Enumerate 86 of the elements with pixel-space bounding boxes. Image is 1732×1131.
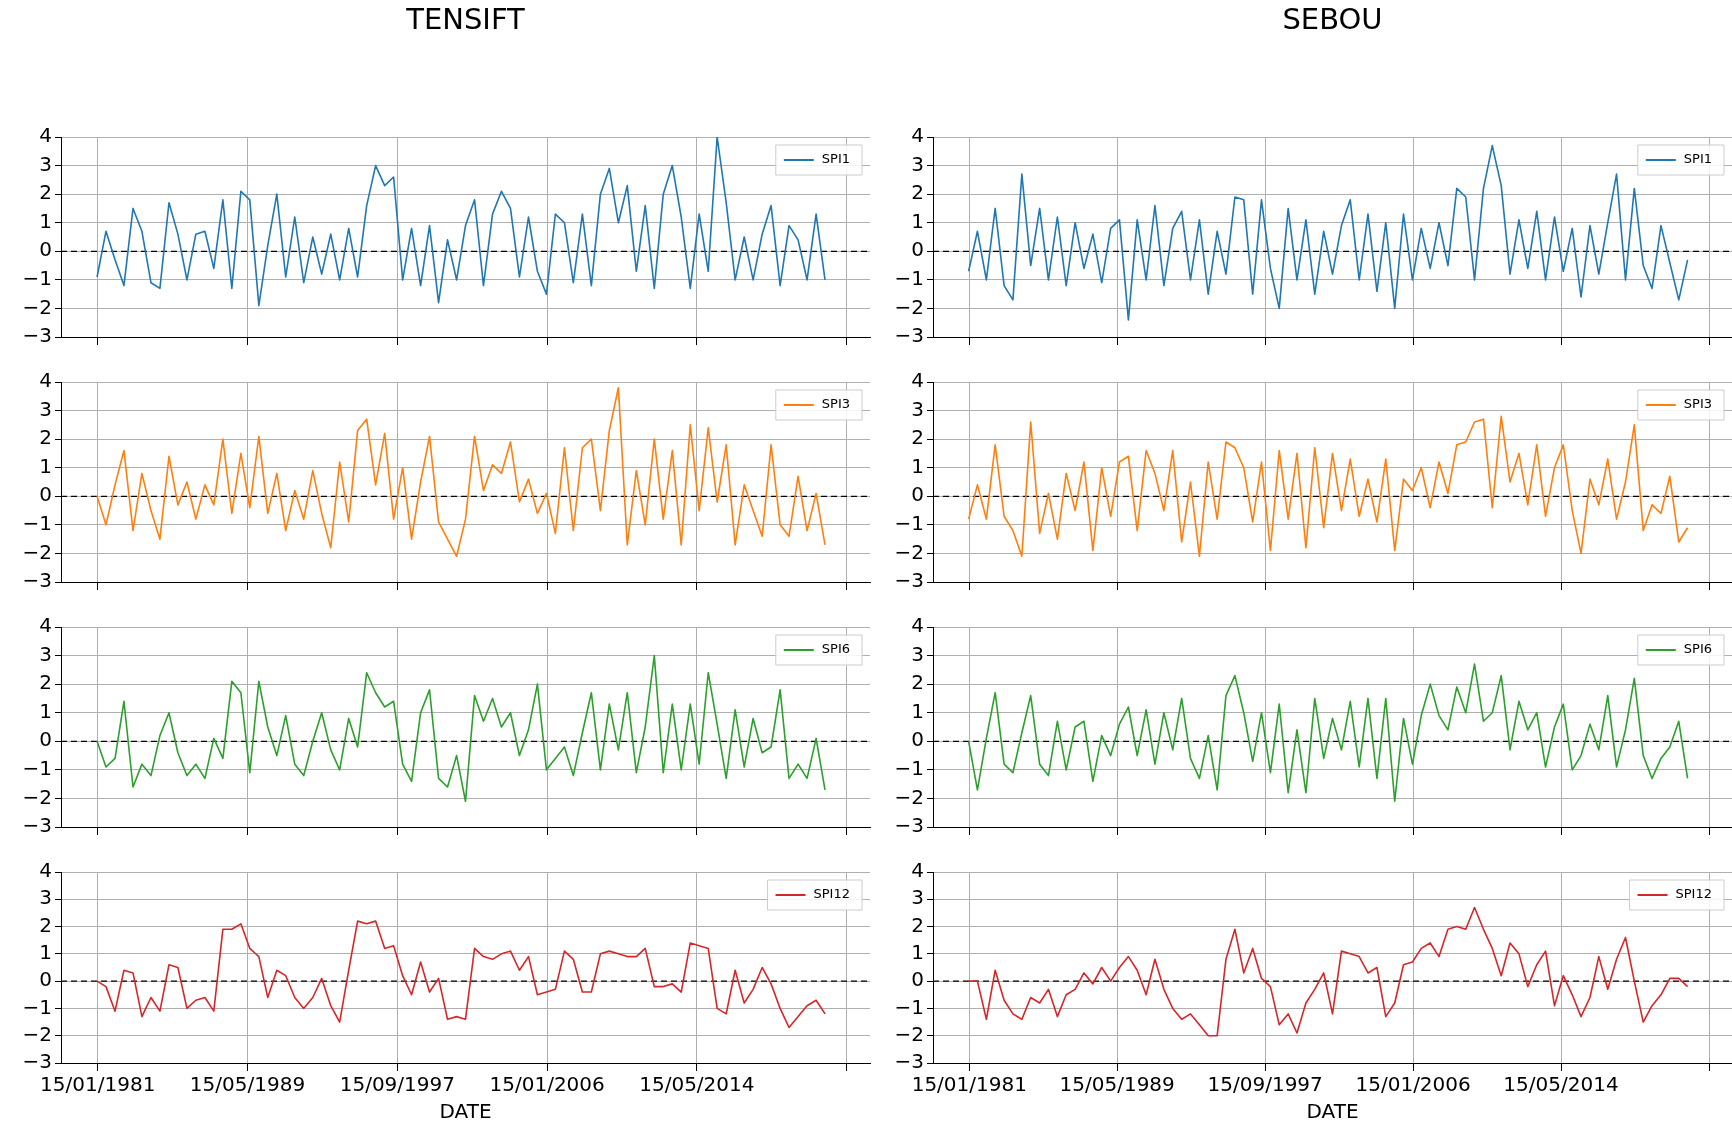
legend-label: SPI1 bbox=[821, 151, 851, 167]
y-tick-label: 4 bbox=[911, 613, 924, 638]
y-tick-label: 4 bbox=[39, 368, 52, 393]
y-tick-label: −2 bbox=[894, 784, 924, 809]
y-tick-label: 2 bbox=[911, 670, 924, 695]
y-tick-label: 1 bbox=[911, 940, 924, 965]
legend-label: SPI12 bbox=[1675, 886, 1712, 902]
y-tick-label: 2 bbox=[39, 425, 52, 450]
y-tick-label: 1 bbox=[911, 453, 924, 478]
y-tick-label: 3 bbox=[39, 641, 52, 666]
y-tick-label: −3 bbox=[22, 323, 52, 348]
x-tick-label: 15/01/1981 bbox=[40, 1072, 156, 1097]
y-tick-label: −2 bbox=[22, 1021, 52, 1046]
y-tick-label: 0 bbox=[911, 237, 924, 262]
y-tick-label: 4 bbox=[39, 613, 52, 638]
y-tick-label: −2 bbox=[22, 539, 52, 564]
y-tick-label: −3 bbox=[22, 813, 52, 838]
y-tick-label: 4 bbox=[39, 858, 52, 883]
x-axis-title: DATE bbox=[1306, 1099, 1359, 1124]
y-tick-label: 0 bbox=[39, 967, 52, 992]
x-tick-label: 15/05/1989 bbox=[1059, 1072, 1175, 1097]
y-tick-label: 0 bbox=[39, 237, 52, 262]
y-tick-label: 0 bbox=[39, 482, 52, 507]
y-tick-label: 1 bbox=[911, 698, 924, 723]
y-tick-label: −3 bbox=[894, 813, 924, 838]
y-tick-label: 3 bbox=[911, 885, 924, 910]
y-tick-label: 4 bbox=[911, 858, 924, 883]
chart-title: TENSIFT bbox=[405, 1, 526, 38]
y-tick-label: −1 bbox=[894, 994, 924, 1019]
y-tick-label: 1 bbox=[39, 208, 52, 233]
y-tick-label: 4 bbox=[911, 123, 924, 148]
y-tick-label: −1 bbox=[22, 756, 52, 781]
y-tick-label: 2 bbox=[39, 180, 52, 205]
y-tick-label: 0 bbox=[911, 967, 924, 992]
y-tick-label: 2 bbox=[911, 180, 924, 205]
y-tick-label: 1 bbox=[39, 453, 52, 478]
y-tick-label: 0 bbox=[39, 727, 52, 752]
y-tick-label: 4 bbox=[39, 123, 52, 148]
y-tick-label: 0 bbox=[911, 727, 924, 752]
y-tick-label: 1 bbox=[39, 940, 52, 965]
legend-label: SPI3 bbox=[821, 396, 851, 412]
y-tick-label: −3 bbox=[22, 1049, 52, 1074]
legend-label: SPI6 bbox=[821, 641, 851, 657]
y-tick-label: 3 bbox=[39, 151, 52, 176]
y-tick-label: 2 bbox=[39, 670, 52, 695]
y-tick-label: −2 bbox=[22, 294, 52, 319]
chart-title: SEBOU bbox=[1281, 1, 1384, 38]
x-tick-label: 15/01/2006 bbox=[489, 1072, 605, 1097]
y-tick-label: 3 bbox=[39, 396, 52, 421]
y-tick-label: 0 bbox=[911, 482, 924, 507]
y-tick-label: −1 bbox=[22, 511, 52, 536]
y-tick-label: 2 bbox=[911, 425, 924, 450]
x-tick-label: 15/09/1997 bbox=[339, 1072, 455, 1097]
y-tick-label: −1 bbox=[894, 756, 924, 781]
y-tick-label: −3 bbox=[894, 1049, 924, 1074]
y-tick-label: −1 bbox=[894, 266, 924, 291]
x-axis-title: DATE bbox=[439, 1099, 492, 1124]
y-tick-label: 1 bbox=[39, 698, 52, 723]
y-tick-label: −2 bbox=[894, 1021, 924, 1046]
x-tick-label: 15/05/2014 bbox=[1503, 1072, 1619, 1097]
y-tick-label: −3 bbox=[894, 323, 924, 348]
y-tick-label: −2 bbox=[894, 539, 924, 564]
y-tick-label: 2 bbox=[39, 912, 52, 937]
legend-label: SPI6 bbox=[1683, 641, 1713, 657]
legend-label: SPI12 bbox=[813, 886, 850, 902]
y-tick-label: 3 bbox=[911, 641, 924, 666]
x-tick-label: 15/09/1997 bbox=[1207, 1072, 1323, 1097]
y-tick-label: −1 bbox=[894, 511, 924, 536]
legend-label: SPI1 bbox=[1683, 151, 1713, 167]
y-tick-label: 4 bbox=[911, 368, 924, 393]
y-tick-label: −2 bbox=[894, 294, 924, 319]
y-tick-label: 3 bbox=[911, 396, 924, 421]
y-tick-label: 3 bbox=[911, 151, 924, 176]
x-tick-label: 15/01/2006 bbox=[1355, 1072, 1471, 1097]
y-tick-label: 2 bbox=[911, 912, 924, 937]
y-tick-label: −1 bbox=[22, 994, 52, 1019]
x-tick-label: 15/01/1981 bbox=[911, 1072, 1027, 1097]
y-tick-label: −2 bbox=[22, 784, 52, 809]
x-tick-label: 15/05/1989 bbox=[189, 1072, 306, 1097]
y-tick-label: −3 bbox=[894, 568, 924, 593]
y-tick-label: 3 bbox=[39, 885, 52, 910]
y-tick-label: −3 bbox=[22, 568, 52, 593]
x-tick-label: 15/05/2014 bbox=[639, 1072, 755, 1097]
y-tick-label: −1 bbox=[22, 266, 52, 291]
legend-label: SPI3 bbox=[1683, 396, 1713, 412]
y-tick-label: 1 bbox=[911, 208, 924, 233]
